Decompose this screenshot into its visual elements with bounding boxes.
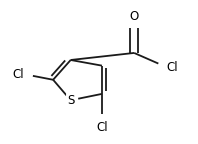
Text: Cl: Cl bbox=[166, 61, 178, 74]
Text: Cl: Cl bbox=[12, 68, 24, 81]
Text: S: S bbox=[67, 94, 74, 107]
Text: O: O bbox=[129, 10, 139, 23]
Text: Cl: Cl bbox=[96, 121, 108, 134]
